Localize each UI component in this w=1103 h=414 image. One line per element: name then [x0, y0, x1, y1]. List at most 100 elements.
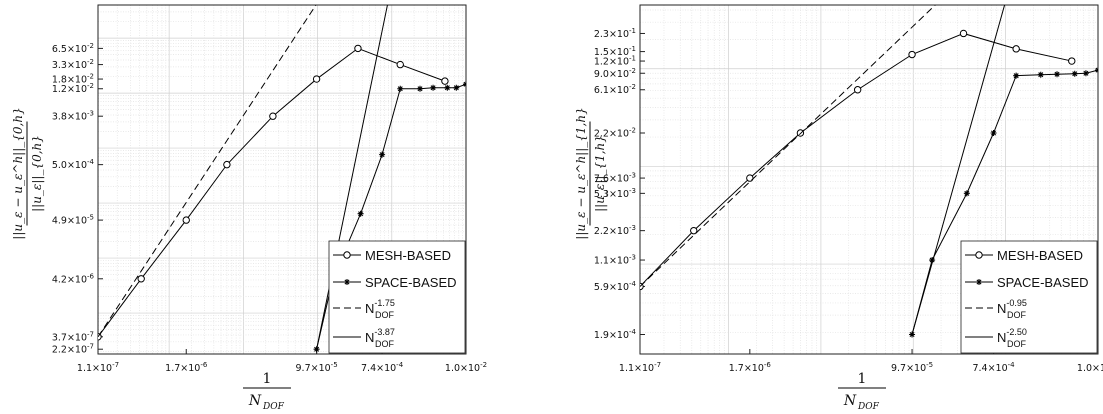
y-tick-label: 5.0×10-4: [52, 158, 95, 171]
x-tick-label: 1.7×10-6: [729, 361, 772, 374]
series-line-3: [98, 5, 317, 338]
x-tick-label: 1.1×10-7: [619, 361, 661, 374]
data-point-star: [1054, 71, 1061, 78]
data-point-circle: [690, 226, 698, 235]
legend-marker-circle: [975, 251, 983, 259]
data-point-star: [357, 210, 364, 217]
x-tick-label: 1.7×10-6: [165, 361, 208, 374]
y-tick-label: 9.0×10-2: [594, 67, 636, 80]
x-label-numerator: 1: [263, 371, 272, 387]
y-tick-label: 4.2×10-6: [52, 272, 95, 285]
y-tick-label: 1.2×10-1: [594, 55, 636, 68]
grid: [640, 5, 1098, 354]
data-point-star: [1095, 67, 1098, 74]
y-tick-label: 6.5×10-2: [52, 42, 94, 55]
x-label-numerator: 1: [858, 371, 867, 387]
data-point-star: [1071, 70, 1078, 77]
data-point-circle: [354, 44, 362, 53]
data-point-star: [1037, 71, 1044, 78]
legend-label-2: SPACE-BASED: [997, 275, 1089, 290]
data-point-star: [929, 257, 936, 264]
data-point-circle: [223, 160, 231, 169]
y-tick-label: 1.2×10-2: [52, 82, 94, 95]
y-tick-label: 5.3×10-3: [594, 187, 636, 200]
y-tick-label: 2.3×10-1: [594, 27, 636, 40]
legend-label-3: N-0.95: [997, 298, 1027, 316]
y-tick-label: 1.8×10-2: [52, 73, 94, 86]
legend-label-1: MESH-BASED: [365, 248, 451, 263]
plot-frame: [639, 4, 1099, 355]
data-point-star: [1082, 70, 1089, 77]
legend-label-sub: DOF: [375, 310, 395, 320]
y-tick-label: 3.8×10-3: [52, 110, 94, 123]
legend-label-2: SPACE-BASED: [365, 275, 457, 290]
data-point-star: [313, 346, 320, 353]
legend-marker-star: [976, 279, 982, 285]
y-tick-label: 3.3×10-2: [52, 58, 94, 71]
y-tick-label: 2.2×10-3: [594, 224, 636, 237]
data-point-star: [963, 190, 970, 197]
y-tick-label: 2.2×10-7: [52, 343, 94, 356]
data-point-circle: [853, 86, 862, 94]
chart-panel-2: 1.1×10-7 1.7×10-6 9.7×10-5 7.4×10-4 1.0×10-2…: [574, 4, 1103, 412]
data-point-star: [453, 84, 460, 91]
data-point-circle: [908, 50, 916, 59]
data-point-star: [417, 85, 424, 92]
legend-label-4: N-2.50: [997, 327, 1027, 345]
legend-label-4: N-3.87: [365, 327, 395, 345]
data-point-star: [397, 85, 404, 92]
x-tick-label: 9.7×10-5: [891, 361, 933, 374]
series-line-3: [640, 5, 937, 287]
y-tick-label: 2.2×10-2: [594, 126, 636, 139]
y-axis-label: ||u_ε − u_ε^h||_{0,h} ||u_ε||_{0,h}: [11, 107, 44, 239]
x-label-subscript: DOF: [857, 402, 880, 412]
y-tick-label: 3.7×10-7: [52, 330, 94, 343]
x-label-denominator: N: [843, 393, 857, 409]
y-label-numerator: ||u_ε − u_ε^h||_{1,h}: [574, 107, 588, 239]
legend-label-sub: DOF: [1007, 339, 1027, 349]
data-point-circle: [396, 60, 404, 69]
data-point-circle: [312, 75, 321, 83]
y-tick-label: 1.5×10-1: [594, 45, 636, 58]
legend-box: [328, 240, 466, 354]
x-axis-label: 1N DOF: [838, 371, 886, 412]
x-tick-label: 1.0×10-2: [445, 361, 487, 374]
data-point-circle: [1012, 45, 1020, 53]
y-tick-label: 1.1×10-3: [594, 254, 636, 267]
series-line-2: [911, 69, 1098, 335]
data-point-circle: [959, 29, 968, 38]
y-axis-label: ||u_ε − u_ε^h||_{1,h} ||u_ε||_{1,h}: [574, 107, 607, 239]
x-tick-label: 9.7×10-5: [296, 361, 338, 374]
data-point-star: [430, 84, 437, 91]
data-point-circle: [269, 112, 277, 120]
x-label-denominator: N: [248, 393, 262, 409]
data-point-star: [379, 151, 386, 158]
y-tick-label: 7.6×10-3: [594, 172, 636, 185]
data-point-circle: [1068, 57, 1076, 65]
data-point-star: [444, 84, 451, 91]
y-tick-label: 4.9×10-5: [52, 214, 94, 227]
legend-marker-star: [344, 279, 350, 285]
legend-label-sub: DOF: [1007, 310, 1027, 320]
chart-panel-1: 1.1×10-7 1.7×10-6 9.7×10-5 7.4×10-4 1.0×10-2…: [11, 4, 487, 412]
legend-label-3: N-1.75: [365, 298, 395, 316]
y-label-denominator: ||u_ε||_{0,h}: [30, 135, 44, 212]
y-tick-label: 6.1×10-2: [594, 83, 636, 96]
x-tick-label: 7.4×10-4: [972, 361, 1015, 374]
y-tick-label: 1.9×10-4: [594, 328, 637, 341]
data-point-star: [1013, 72, 1020, 79]
data-point-star: [463, 81, 466, 88]
data-point-circle: [182, 216, 190, 224]
series-line-4: [911, 5, 1006, 335]
data-point-circle: [137, 275, 145, 283]
plot-frame: [97, 4, 467, 355]
y-tick-label: 5.9×10-4: [594, 280, 637, 293]
legend-marker-circle: [343, 251, 351, 259]
x-tick-label: 7.4×10-4: [361, 361, 404, 374]
x-tick-label: 1.0×10-2: [1077, 361, 1103, 374]
series-group: [640, 5, 1098, 338]
x-tick-label: 1.1×10-7: [77, 361, 119, 374]
legend-label-sub: DOF: [375, 339, 395, 349]
